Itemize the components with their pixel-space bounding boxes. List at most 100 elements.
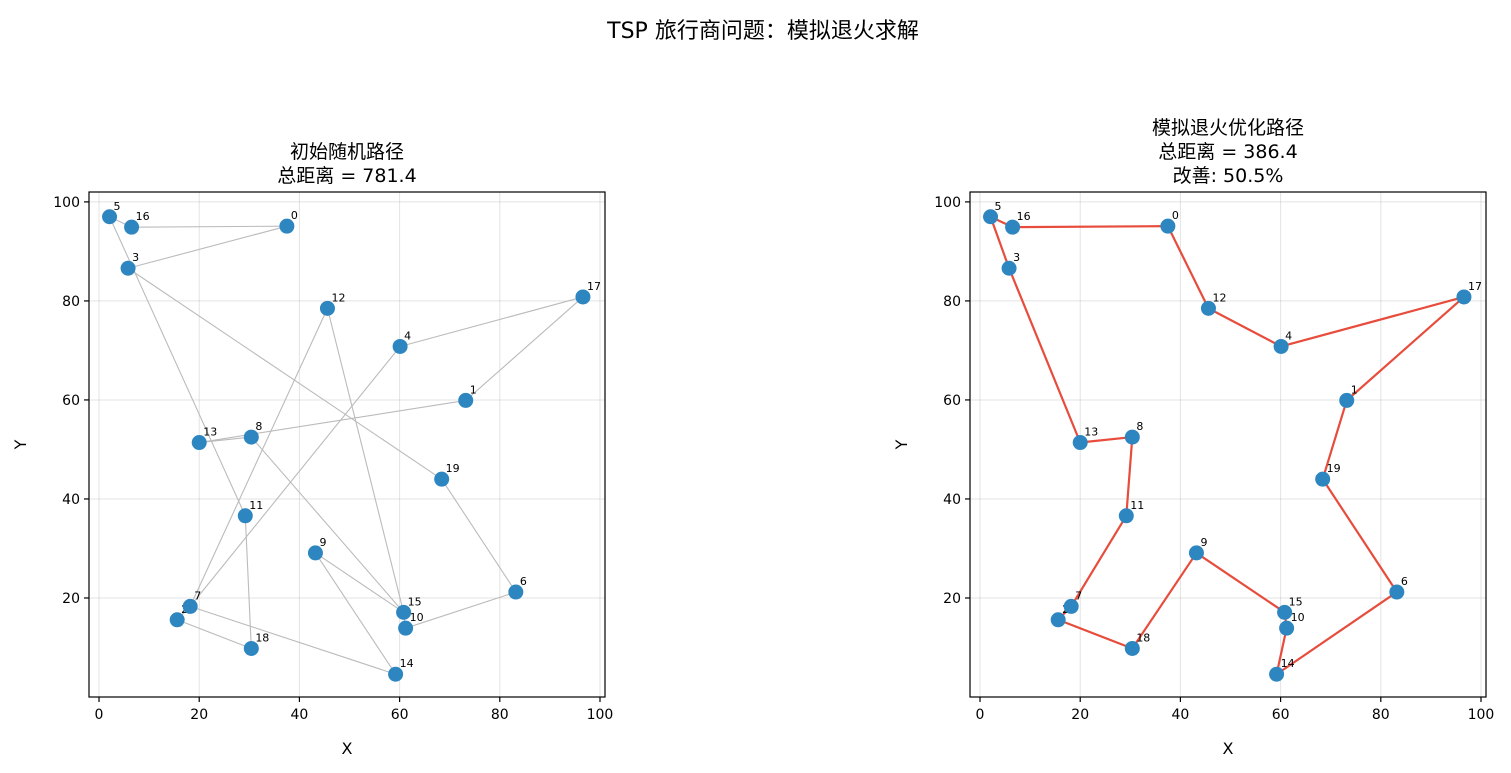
y-tick-label: 20: [943, 591, 961, 607]
route-segment: [1125, 435, 1134, 517]
city-label: 18: [1136, 631, 1150, 644]
x-tick-label: 80: [491, 707, 509, 723]
axes-frame: [969, 191, 1487, 698]
y-tick-label: 100: [53, 195, 80, 211]
city-point: [1456, 289, 1472, 305]
initial-route-panel: 0123456789101112131415161718190204060801…: [11, 141, 613, 758]
x-tick-label: 20: [1071, 707, 1089, 723]
axes-title-line: 模拟退火优化路径: [1152, 117, 1304, 139]
x-tick-label: 60: [1272, 707, 1290, 723]
city-label: 19: [446, 462, 460, 475]
city-point: [1273, 338, 1289, 354]
city-label: 4: [1285, 329, 1292, 342]
city-label: 14: [400, 657, 414, 670]
x-tick-label: 80: [1372, 707, 1390, 723]
city-point: [1188, 545, 1204, 561]
x-axis-label: X: [1223, 739, 1234, 758]
city-point: [279, 218, 295, 234]
city-point: [398, 620, 414, 636]
city-point: [237, 508, 253, 524]
city-point: [1118, 508, 1134, 524]
city-point: [1063, 598, 1079, 614]
city-point: [1001, 260, 1017, 276]
route-segment: [1321, 478, 1398, 594]
city-label: 10: [1291, 611, 1305, 624]
route-segment: [1275, 590, 1398, 676]
route-segment: [1345, 295, 1466, 402]
city-point: [983, 209, 999, 225]
route-segment: [1195, 551, 1286, 614]
city-label: 0: [291, 209, 298, 222]
y-tick-label: 60: [62, 393, 80, 409]
axes-frame: [88, 191, 606, 698]
city-point: [1160, 218, 1176, 234]
city-label: 11: [249, 499, 263, 512]
city-label: 12: [331, 291, 345, 304]
route-segment: [989, 215, 1011, 270]
city-point: [396, 604, 412, 620]
city-label: 9: [319, 536, 326, 549]
route-segment: [189, 307, 329, 607]
city-point: [1124, 640, 1140, 656]
route-segment: [405, 591, 517, 629]
city-label: 7: [194, 589, 201, 602]
city-label: 11: [1130, 499, 1144, 512]
y-tick-label: 40: [943, 492, 961, 508]
route-segment: [1079, 435, 1134, 444]
city-label: 3: [132, 251, 139, 264]
route-segment: [1070, 514, 1128, 608]
city-point: [169, 612, 185, 628]
city-point: [182, 598, 198, 614]
city-label: 1: [1351, 383, 1358, 396]
optimized-route-panel: 0123456789101112131415161718190204060801…: [892, 117, 1494, 758]
x-tick-label: 60: [391, 707, 409, 723]
city-label: 4: [404, 329, 411, 342]
axes-title-line: 总距离 = 781.4: [277, 165, 416, 187]
route-segment: [176, 619, 252, 650]
city-point: [508, 584, 524, 600]
route-segment: [1207, 307, 1283, 348]
y-tick-label: 100: [934, 195, 961, 211]
city-label: 10: [410, 611, 424, 624]
route-segment: [1057, 618, 1134, 650]
city-point: [1269, 666, 1285, 682]
route-segment: [314, 552, 405, 613]
city-point: [434, 471, 450, 487]
city-label: 16: [136, 210, 150, 223]
city-label: 13: [203, 426, 217, 439]
city-point: [102, 209, 118, 225]
city-label: 12: [1212, 291, 1226, 304]
city-label: 16: [1017, 210, 1031, 223]
city-label: 13: [1084, 426, 1098, 439]
city-label: 8: [1136, 420, 1143, 433]
route-segment: [465, 296, 584, 401]
route-segment: [198, 399, 467, 444]
x-tick-label: 0: [95, 707, 104, 723]
y-tick-label: 60: [943, 393, 961, 409]
axes-title-line: 初始随机路径: [290, 141, 404, 163]
route-segment: [1131, 551, 1198, 650]
x-tick-label: 0: [976, 707, 985, 723]
y-axis-label: Y: [892, 439, 911, 450]
axes-title-line: 改善: 50.5%: [1173, 165, 1284, 187]
city-label: 3: [1013, 251, 1020, 264]
route-segment: [326, 307, 405, 613]
city-point: [307, 545, 323, 561]
x-tick-label: 100: [587, 707, 614, 723]
city-point: [124, 219, 140, 235]
route-segment: [1280, 295, 1466, 348]
city-label: 14: [1281, 657, 1295, 670]
y-tick-label: 80: [943, 294, 961, 310]
route-segment: [127, 267, 443, 480]
y-tick-label: 40: [62, 492, 80, 508]
city-label: 19: [1327, 462, 1341, 475]
route-segment: [314, 552, 397, 675]
city-label: 7: [1075, 589, 1082, 602]
route-segment: [250, 436, 405, 613]
city-point: [392, 338, 408, 354]
city-point: [319, 300, 335, 316]
x-tick-label: 40: [1171, 707, 1189, 723]
city-label: 1: [470, 383, 477, 396]
city-point: [1050, 612, 1066, 628]
